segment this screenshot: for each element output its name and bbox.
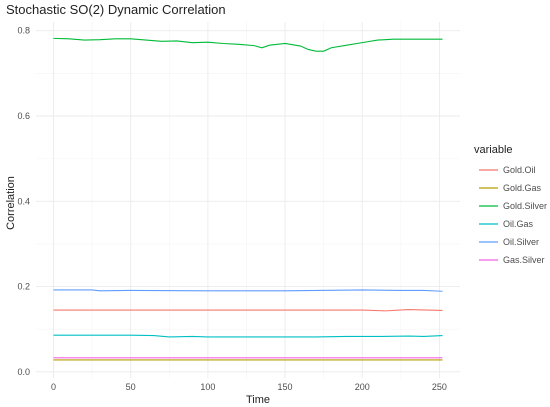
legend-label-gold-silver: Gold.Silver <box>503 201 547 211</box>
legend-title: variable <box>474 144 513 156</box>
legend-label-gold-oil: Gold.Oil <box>503 165 536 175</box>
y-axis-title: Correlation <box>5 176 17 230</box>
legend-items: Gold.Oil Gold.Gas Gold.Silver Oil.Gas Oil.Si… <box>479 165 547 265</box>
series-line-oil-gas <box>53 334 443 338</box>
x-tick-labels: 0 50 100 150 200 250 <box>51 382 447 392</box>
x-tick-label: 250 <box>432 382 447 392</box>
y-tick-label: 0.6 <box>17 111 30 121</box>
y-tick-label: 0.8 <box>17 26 30 36</box>
x-tick-label: 100 <box>200 382 215 392</box>
legend-label-oil-silver: Oil.Silver <box>503 237 539 247</box>
legend-label-gas-silver: Gas.Silver <box>503 255 545 265</box>
y-tick-label: 0.4 <box>17 196 30 206</box>
y-tick-label: 0.2 <box>17 282 30 292</box>
series-line-gold-silver <box>53 37 443 52</box>
grid-layer <box>36 22 460 378</box>
x-axis-title: Time <box>246 394 270 406</box>
x-tick-label: 150 <box>278 382 293 392</box>
series-line-oil-silver <box>53 289 443 292</box>
y-tick-labels: 0.0 0.2 0.4 0.6 0.8 <box>17 26 30 377</box>
x-tick-label: 200 <box>355 382 370 392</box>
x-tick-label: 50 <box>126 382 136 392</box>
y-tick-label: 0.0 <box>17 367 30 377</box>
series-layer <box>53 37 443 361</box>
series-line-gold-oil <box>53 309 443 312</box>
legend-label-oil-gas: Oil.Gas <box>503 219 534 229</box>
legend: variable Gold.Oil Gold.Gas Gold.Silver Oil.… <box>474 144 547 265</box>
legend-label-gold-gas: Gold.Gas <box>503 183 542 193</box>
chart-title: Stochastic SO(2) Dynamic Correlation <box>6 2 226 17</box>
x-tick-label: 0 <box>51 382 56 392</box>
